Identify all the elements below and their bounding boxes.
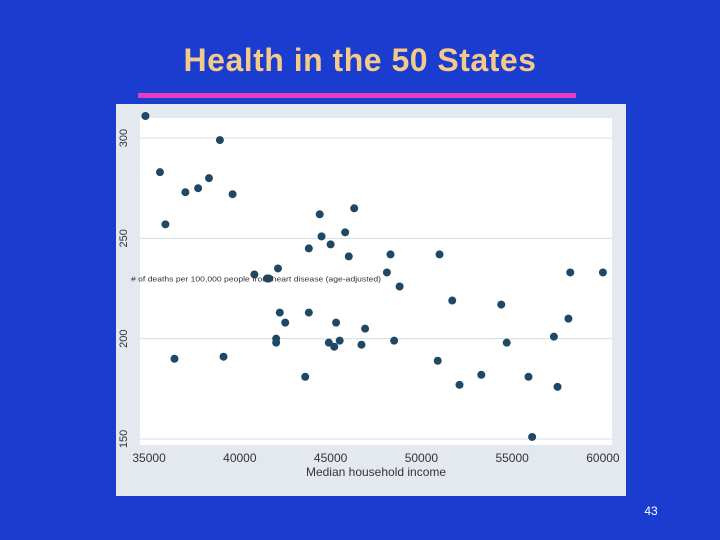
data-point	[204, 174, 213, 183]
slide-title: Health in the 50 States	[183, 42, 537, 78]
x-tick-label: 60000	[586, 451, 620, 465]
x-tick-label: 40000	[223, 451, 257, 465]
data-point	[272, 334, 281, 343]
data-point	[275, 308, 284, 317]
data-point	[264, 274, 273, 283]
data-point	[273, 264, 282, 273]
data-point	[141, 111, 150, 120]
data-point	[553, 382, 562, 391]
data-points	[141, 111, 607, 441]
data-point	[448, 296, 457, 305]
data-point	[564, 314, 573, 323]
data-point	[315, 210, 324, 219]
y-axis-label: # of deaths per 100,000 people from hear…	[131, 277, 381, 284]
scatter-chart-svg: 35000 40000 45000 50000 55000 60000 150 200 250…	[118, 111, 620, 479]
y-tick-label: 300	[118, 129, 130, 147]
data-point	[386, 250, 395, 259]
data-point	[161, 220, 170, 229]
data-point	[341, 228, 350, 237]
data-point	[477, 370, 486, 379]
y-tick-label: 150	[118, 430, 130, 448]
data-point	[344, 252, 353, 261]
data-point	[317, 232, 326, 241]
data-point	[357, 340, 366, 349]
data-point	[502, 338, 511, 347]
title-underline	[138, 93, 576, 98]
data-point	[170, 354, 179, 363]
x-tick-labels: 35000 40000 45000 50000 55000 60000	[132, 451, 620, 465]
data-point	[497, 300, 506, 309]
x-axis-label: Median household income	[306, 465, 446, 479]
x-tick-label: 50000	[405, 451, 439, 465]
data-point	[304, 308, 313, 317]
data-point	[228, 190, 237, 199]
data-point	[215, 136, 224, 145]
data-point	[281, 318, 290, 327]
data-point	[435, 250, 444, 259]
data-point	[566, 268, 575, 277]
data-point	[219, 352, 228, 361]
data-point	[330, 342, 339, 351]
data-point	[528, 432, 537, 441]
data-point	[194, 184, 203, 193]
y-tick-label: 200	[118, 329, 130, 347]
x-tick-label: 55000	[495, 451, 529, 465]
y-tick-labels: 150 200 250 300	[118, 129, 130, 448]
data-point	[155, 168, 164, 177]
y-tick-label: 250	[118, 229, 130, 247]
data-point	[304, 244, 313, 253]
data-point	[598, 268, 607, 277]
x-tick-label: 45000	[314, 451, 348, 465]
data-point	[181, 188, 190, 197]
data-point	[524, 372, 533, 381]
data-point	[390, 336, 399, 345]
data-point	[549, 332, 558, 341]
data-point	[250, 270, 259, 279]
plot-area	[140, 118, 612, 445]
data-point	[361, 324, 370, 333]
data-point	[395, 282, 404, 291]
data-point	[350, 204, 359, 213]
data-point	[301, 372, 310, 381]
scatter-chart: 35000 40000 45000 50000 55000 60000 150 200 250…	[116, 104, 626, 496]
data-point	[455, 380, 464, 389]
data-point	[433, 356, 442, 365]
data-point	[332, 318, 341, 327]
data-point	[335, 336, 344, 345]
slide-number: 43	[644, 504, 658, 518]
data-point	[326, 240, 335, 249]
data-point	[382, 268, 391, 277]
x-tick-label: 35000	[132, 451, 166, 465]
